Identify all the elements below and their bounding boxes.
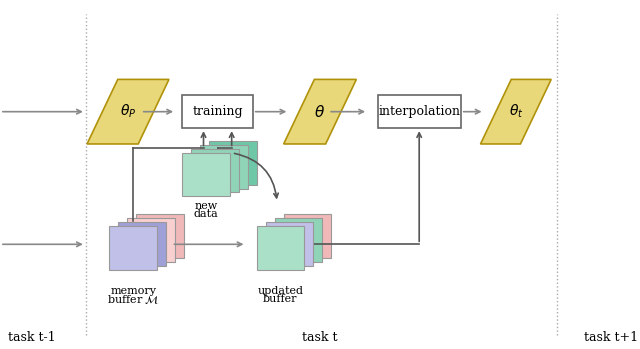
Text: updated: updated <box>257 287 303 296</box>
Text: $\theta_P$: $\theta_P$ <box>120 103 136 120</box>
FancyBboxPatch shape <box>378 95 461 128</box>
FancyBboxPatch shape <box>191 149 239 193</box>
Text: new: new <box>195 201 218 211</box>
Polygon shape <box>481 79 551 144</box>
FancyBboxPatch shape <box>209 141 257 185</box>
Text: $\theta$: $\theta$ <box>314 104 326 120</box>
FancyBboxPatch shape <box>182 153 230 196</box>
Text: memory: memory <box>110 287 156 296</box>
FancyBboxPatch shape <box>109 226 157 269</box>
Text: interpolation: interpolation <box>378 105 460 118</box>
Text: task t: task t <box>302 331 338 344</box>
Text: buffer $\mathcal{M}$: buffer $\mathcal{M}$ <box>107 293 159 306</box>
FancyBboxPatch shape <box>266 222 313 266</box>
FancyBboxPatch shape <box>257 226 304 269</box>
Text: $\theta_t$: $\theta_t$ <box>509 103 523 120</box>
FancyBboxPatch shape <box>284 214 331 258</box>
FancyBboxPatch shape <box>275 218 322 262</box>
FancyBboxPatch shape <box>182 95 253 128</box>
Text: task t-1: task t-1 <box>8 331 56 344</box>
Text: data: data <box>194 209 218 219</box>
Polygon shape <box>87 79 169 144</box>
FancyBboxPatch shape <box>118 222 166 266</box>
Text: buffer: buffer <box>263 295 298 304</box>
FancyBboxPatch shape <box>127 218 175 262</box>
FancyBboxPatch shape <box>136 214 184 258</box>
FancyBboxPatch shape <box>200 145 248 188</box>
Text: training: training <box>192 105 243 118</box>
Polygon shape <box>284 79 356 144</box>
Text: task t+1: task t+1 <box>584 331 638 344</box>
